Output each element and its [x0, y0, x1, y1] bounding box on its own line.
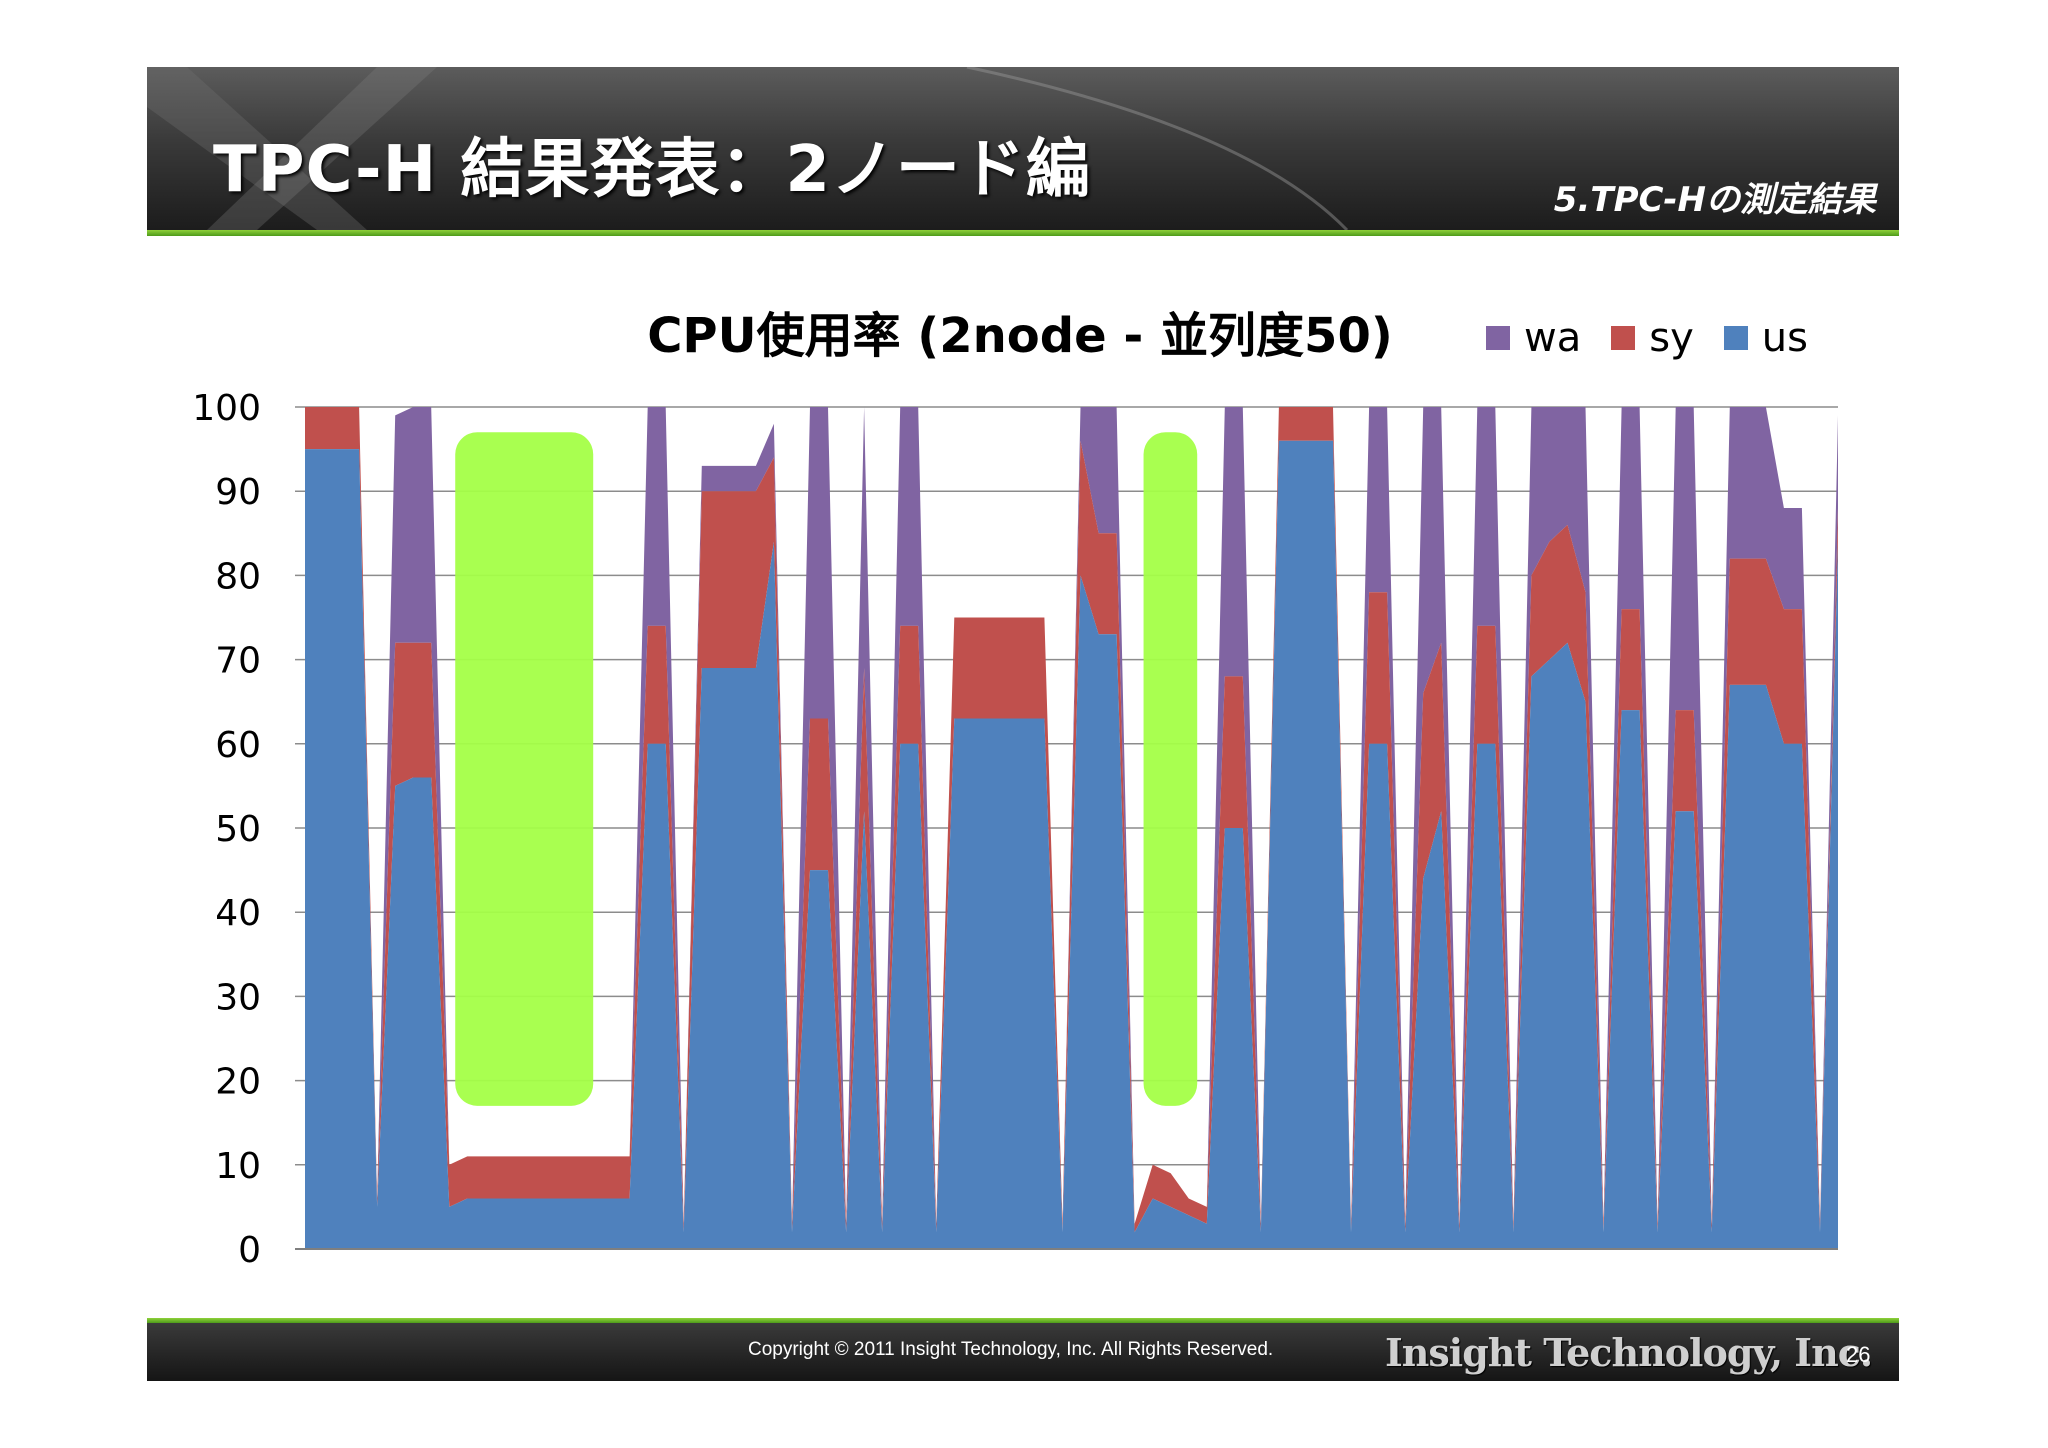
header-accent-line: [147, 230, 1899, 236]
y-tick-label-0: 0: [238, 1230, 261, 1271]
slide-title: TPC-H 結果発表：2ノード編: [213, 133, 1091, 207]
highlight-box-2: [1143, 432, 1198, 1106]
legend-label-wa: wa: [1524, 315, 1582, 361]
legend-swatch-us: [1723, 326, 1748, 350]
y-tick-label-10: 10: [215, 1146, 261, 1187]
legend-swatch-wa: [1486, 326, 1510, 350]
y-tick-label-100: 100: [192, 388, 261, 429]
y-tick-label-20: 20: [215, 1062, 261, 1103]
footer-accent-line: [147, 1318, 1899, 1323]
y-tick-label-80: 80: [215, 556, 261, 597]
footer-bar: [147, 1323, 1899, 1381]
y-tick-label-60: 60: [215, 725, 261, 766]
legend-item-wa: wa: [1486, 315, 1581, 361]
y-tick-label-40: 40: [215, 893, 261, 934]
highlight-box-1: [455, 432, 594, 1106]
chart-title: CPU使用率 (2node - 並列度50): [647, 308, 1393, 364]
legend-item-sy: sy: [1611, 315, 1694, 361]
legend-label-us: us: [1761, 315, 1808, 361]
y-tick-label-70: 70: [215, 641, 261, 682]
legend-item-us: us: [1723, 315, 1808, 361]
header-decoration: [147, 67, 1349, 230]
section-label: 5.TPC-Hの測定結果: [1553, 180, 1876, 220]
legend-swatch-sy: [1611, 326, 1636, 350]
chart-legend: wa sy us: [1486, 315, 1808, 361]
copyright-text: Copyright © 2011 Insight Technology, Inc…: [748, 1339, 1274, 1360]
company-logo: Insight Technology, Inc.: [1385, 1330, 1873, 1375]
header-bar: [147, 67, 1899, 230]
y-tick-label-30: 30: [215, 977, 261, 1018]
legend-label-sy: sy: [1649, 315, 1694, 361]
series-area-wa: [305, 407, 1838, 1224]
series-area-us: [305, 440, 1838, 1249]
page-number: 26: [1846, 1342, 1871, 1367]
y-tick-label-50: 50: [215, 809, 261, 850]
y-tick-label-90: 90: [215, 472, 261, 513]
